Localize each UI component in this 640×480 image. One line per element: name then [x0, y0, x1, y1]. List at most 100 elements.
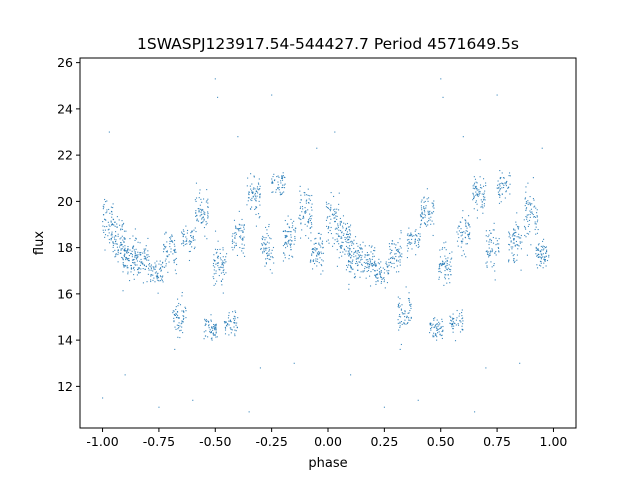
- data-point: [182, 236, 184, 238]
- data-point: [108, 131, 110, 133]
- data-point: [533, 215, 536, 218]
- data-point: [440, 326, 442, 328]
- data-point: [495, 254, 497, 256]
- data-point: [210, 338, 212, 340]
- data-point: [462, 238, 464, 240]
- data-point: [401, 323, 403, 325]
- data-point: [425, 207, 427, 209]
- data-point: [528, 219, 531, 221]
- data-point: [146, 254, 148, 256]
- data-point: [309, 213, 311, 215]
- data-point: [284, 230, 286, 232]
- data-point: [410, 232, 412, 234]
- data-point: [270, 238, 272, 240]
- x-tick-label: 0.50: [427, 434, 455, 449]
- data-point: [308, 222, 310, 224]
- data-point: [215, 329, 217, 331]
- data-point: [309, 217, 311, 219]
- data-point: [125, 258, 127, 261]
- data-point: [509, 234, 511, 236]
- data-point: [108, 232, 110, 234]
- data-point: [263, 247, 265, 249]
- data-point: [127, 259, 130, 262]
- data-point: [505, 190, 507, 192]
- data-point: [368, 266, 370, 268]
- data-point: [357, 264, 359, 266]
- data-point: [165, 250, 167, 253]
- data-point: [443, 263, 446, 265]
- data-point: [432, 334, 434, 336]
- data-point: [313, 259, 315, 261]
- data-point: [543, 246, 545, 248]
- data-point: [307, 194, 309, 197]
- data-point: [163, 244, 165, 246]
- data-point: [452, 331, 454, 333]
- data-point: [340, 244, 342, 247]
- data-point: [539, 260, 542, 262]
- data-point: [285, 241, 287, 243]
- data-point: [253, 187, 255, 189]
- data-point: [287, 241, 289, 243]
- data-point: [276, 176, 278, 178]
- data-point: [209, 329, 211, 331]
- data-point: [281, 179, 284, 181]
- data-point: [415, 245, 417, 247]
- data-point: [188, 259, 191, 262]
- data-point: [199, 204, 201, 206]
- data-point: [137, 268, 139, 271]
- data-point: [316, 252, 318, 254]
- data-point: [213, 277, 215, 280]
- data-point: [268, 253, 270, 255]
- data-point: [136, 256, 138, 258]
- data-point: [123, 241, 125, 243]
- data-point: [399, 245, 401, 247]
- data-point: [232, 318, 235, 320]
- data-point: [182, 321, 184, 323]
- data-point: [181, 320, 183, 322]
- data-point: [139, 242, 141, 244]
- data-point: [126, 250, 128, 252]
- data-point: [232, 233, 234, 235]
- data-point: [489, 230, 491, 232]
- data-point: [158, 263, 160, 265]
- data-point: [299, 201, 301, 204]
- data-point: [263, 249, 265, 251]
- data-point: [239, 228, 241, 230]
- data-point: [537, 219, 539, 221]
- data-point: [515, 224, 517, 226]
- data-point: [438, 328, 440, 330]
- data-point: [430, 327, 432, 330]
- data-point: [329, 208, 331, 210]
- data-point: [513, 253, 515, 256]
- data-point: [137, 251, 139, 253]
- data-point: [407, 297, 410, 300]
- data-point: [444, 274, 446, 276]
- data-point: [116, 223, 118, 225]
- data-point: [336, 215, 338, 218]
- data-point: [267, 254, 269, 256]
- data-point: [390, 257, 392, 260]
- data-point: [201, 208, 203, 211]
- data-point: [449, 282, 451, 284]
- data-point: [467, 222, 469, 224]
- data-point: [417, 246, 419, 248]
- data-point: [172, 310, 174, 312]
- data-point: [490, 241, 492, 243]
- data-point: [224, 259, 226, 261]
- data-point: [203, 226, 206, 229]
- data-point: [235, 242, 237, 244]
- data-point: [284, 183, 286, 185]
- data-point: [464, 232, 466, 234]
- data-point: [404, 313, 406, 315]
- data-point: [226, 323, 229, 325]
- data-point: [182, 318, 185, 320]
- data-point: [299, 185, 301, 187]
- data-point: [266, 257, 268, 260]
- data-point: [158, 280, 160, 282]
- data-point: [374, 247, 376, 249]
- data-point: [301, 211, 303, 213]
- data-point: [117, 249, 119, 251]
- data-point: [355, 255, 357, 257]
- data-point: [509, 237, 512, 239]
